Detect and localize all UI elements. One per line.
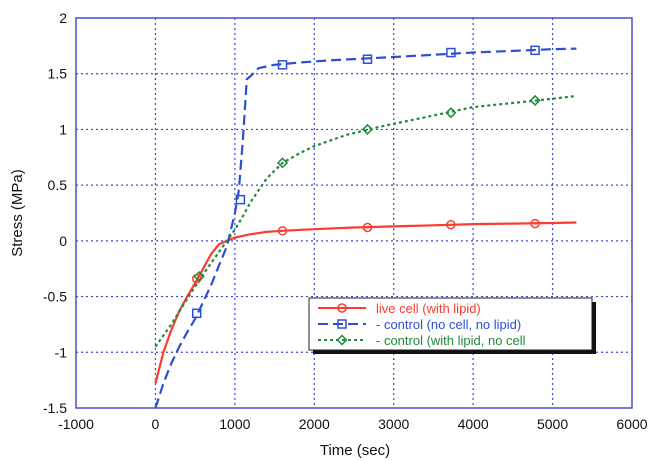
series-line	[154, 94, 577, 348]
y-tick-label: -1.5	[43, 400, 67, 416]
series-1	[154, 218, 577, 384]
y-tick-label: -0.5	[43, 289, 67, 305]
series-marker	[277, 226, 288, 236]
series-3	[154, 94, 577, 348]
series-marker	[529, 94, 541, 107]
legend-marker	[337, 303, 347, 313]
x-tick-label: 3000	[378, 416, 409, 432]
x-tick-label: 6000	[616, 416, 647, 432]
series-layer	[154, 45, 577, 409]
legend-label: live cell (with lipid)	[376, 301, 481, 316]
y-tick-label: 1	[59, 121, 67, 137]
y-tick-label: 2	[59, 10, 67, 26]
x-tick-label: -1000	[58, 416, 94, 432]
legend-marker	[337, 319, 347, 329]
series-marker	[362, 54, 373, 64]
legend: live cell (with lipid)- control (no cell…	[308, 297, 596, 354]
series-2	[154, 45, 577, 409]
series-marker	[277, 60, 288, 70]
series-marker	[193, 270, 205, 283]
series-marker	[530, 45, 540, 56]
series-marker	[235, 194, 246, 205]
series-line	[154, 47, 577, 409]
y-tick-label: 0	[59, 233, 67, 249]
series-marker	[530, 218, 540, 229]
x-tick-label: 5000	[537, 416, 568, 432]
x-tick-label: 2000	[299, 416, 330, 432]
series-line	[154, 221, 577, 384]
x-tick-labels: -1000 0 1000 2000 3000 4000 5000 6000	[58, 416, 648, 432]
x-tick-label: 1000	[219, 416, 250, 432]
series-marker	[191, 308, 202, 319]
legend-label: - control (with lipid, no cell	[376, 333, 526, 348]
legend-marker	[336, 334, 348, 346]
series-marker	[276, 157, 289, 169]
series-marker	[445, 107, 457, 119]
series-marker	[446, 47, 456, 58]
legend-box	[308, 297, 593, 351]
x-tick-label: 4000	[458, 416, 489, 432]
x-tick-label: 0	[152, 416, 160, 432]
x-axis-title: Time (sec)	[320, 442, 390, 459]
y-tick-label: -1	[55, 344, 68, 360]
y-axis-title: Stress (MPa)	[9, 169, 26, 257]
series-marker	[362, 222, 373, 233]
y-tick-label: 1.5	[48, 66, 68, 82]
y-tick-label: 0.5	[48, 177, 68, 193]
y-tick-labels: -1.5 -1 -0.5 0 0.5 1 1.5 2	[43, 10, 67, 416]
legend-label: - control (no cell, no lipid)	[376, 317, 521, 332]
series-marker	[446, 219, 456, 230]
series-marker	[361, 123, 374, 135]
